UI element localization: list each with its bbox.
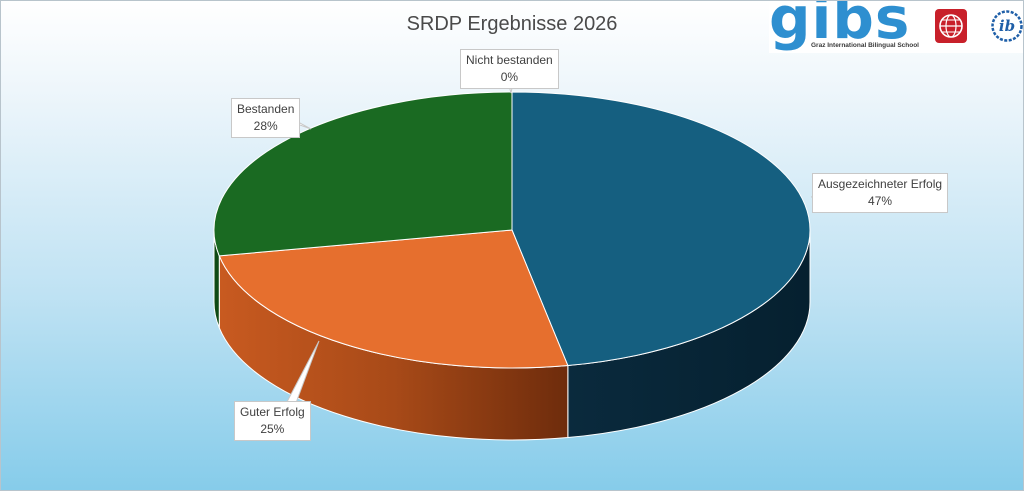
ib-mark: ib: [999, 17, 1015, 35]
data-label-guter-erfolg: Guter Erfolg 25%: [234, 401, 311, 441]
data-label-ausgezeichneter-erfolg: Ausgezeichneter Erfolg 47%: [812, 173, 949, 213]
globe-logo-icon: [935, 9, 967, 43]
gibs-wordmark: gibs: [769, 0, 911, 52]
ib-logo-icon: ib: [991, 10, 1023, 42]
data-label-category: Guter Erfolg: [240, 405, 305, 419]
data-label-value: 47%: [868, 194, 893, 208]
pie-slice-guter-erfolg: [218, 229, 569, 369]
pie-slice-bestanden: [213, 91, 513, 257]
chart-title: SRDP Ergebnisse 2026: [406, 13, 618, 35]
data-label-category: Nicht bestanden: [466, 53, 553, 67]
school-logo: gibs Graz International Bilingual School…: [769, 1, 1023, 53]
data-label-category: Bestanden: [237, 102, 295, 116]
pie-slice-ausgezeichneter-erfolg: [511, 91, 811, 367]
data-label-category: Ausgezeichneter Erfolg: [818, 177, 943, 191]
data-label-value: 28%: [253, 119, 278, 133]
data-label-value: 25%: [260, 422, 285, 436]
data-label-value: 0%: [500, 70, 519, 84]
data-label-nicht-bestanden: Nicht bestanden 0%: [460, 49, 559, 89]
gibs-subtitle: Graz International Bilingual School: [811, 42, 919, 49]
data-label-bestanden: Bestanden 28%: [231, 98, 301, 138]
